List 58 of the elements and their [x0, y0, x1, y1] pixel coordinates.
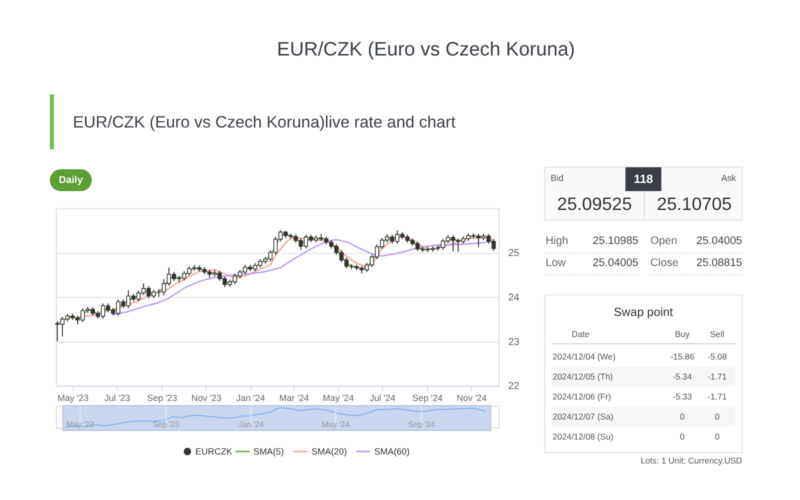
- y-tick-label: 25: [508, 248, 520, 259]
- x-tick-label: May '23: [57, 393, 89, 404]
- x-tick-label: Sep '24: [412, 393, 443, 404]
- text: 2024/12/04 (We): [552, 352, 616, 362]
- text: -5.33: [672, 392, 692, 402]
- text: Date: [572, 328, 590, 339]
- chart-subtitle: EUR/CZK (Euro vs Czech Koruna)live rate and chart: [72, 113, 456, 132]
- text: 25.09525: [557, 194, 632, 214]
- y-tick-label: 24: [508, 292, 520, 304]
- x-tick-label: Nov '23: [191, 393, 222, 404]
- x-tick-label: Jan '24: [238, 420, 264, 430]
- text: Buy: [674, 328, 690, 339]
- text: -1.71: [708, 392, 728, 402]
- x-tick-label: Jul '24: [370, 393, 396, 404]
- text: Ask: [721, 173, 737, 184]
- text: Daily: [58, 175, 84, 186]
- x-tick-label: May '24: [322, 393, 354, 404]
- text: 0: [680, 412, 685, 422]
- text: 2024/12/05 (Th): [552, 372, 614, 382]
- text: -5.34: [672, 372, 692, 382]
- text: 0: [714, 412, 720, 422]
- chart-title: EUR/CZK (Euro vs Czech Koruna): [276, 38, 576, 60]
- text: Low: [546, 256, 566, 269]
- legend-label: EURCZK: [195, 446, 232, 456]
- x-tick-label: Sep '23: [152, 420, 180, 430]
- text: Sell: [710, 328, 724, 339]
- legend-label: SMA(60): [374, 446, 410, 456]
- text: 2024/12/08 (Su): [552, 432, 614, 442]
- x-tick-label: Jul '23: [104, 393, 130, 404]
- x-tick-label: Nov '24: [456, 393, 487, 404]
- legend-label: SMA(5): [253, 446, 284, 456]
- text: 25.04005: [696, 235, 742, 248]
- x-tick-label: Sep '23: [147, 393, 178, 404]
- text: 25.10985: [592, 235, 638, 248]
- legend-label: SMA(20): [312, 446, 347, 456]
- text: -5.08: [708, 352, 728, 362]
- text: Open: [650, 235, 678, 248]
- text: Lots: 1 Unit: Currency.USD: [640, 455, 742, 466]
- text: -1.71: [708, 372, 728, 382]
- x-tick-label: Mar '24: [279, 393, 309, 404]
- text: 0: [680, 432, 685, 442]
- text: Close: [650, 256, 678, 269]
- x-tick-label: Sep '24: [408, 420, 436, 430]
- text: 118: [634, 172, 654, 186]
- text: High: [546, 235, 568, 248]
- x-tick-label: Jan '24: [236, 393, 265, 404]
- text: 25.08815: [696, 256, 742, 269]
- text: 2024/12/06 (Fr): [552, 392, 612, 402]
- text: 0: [714, 432, 720, 442]
- text: Bid: [550, 173, 564, 184]
- text: -15.86: [670, 352, 695, 362]
- y-tick-label: 23: [508, 336, 520, 348]
- y-tick-label: 22: [508, 381, 520, 392]
- text: 25.10705: [656, 194, 732, 214]
- text: 25.04005: [592, 256, 638, 269]
- text: Swap point: [614, 304, 674, 319]
- text: 2024/12/07 (Sa): [552, 412, 614, 422]
- x-tick-label: May '24: [322, 420, 350, 430]
